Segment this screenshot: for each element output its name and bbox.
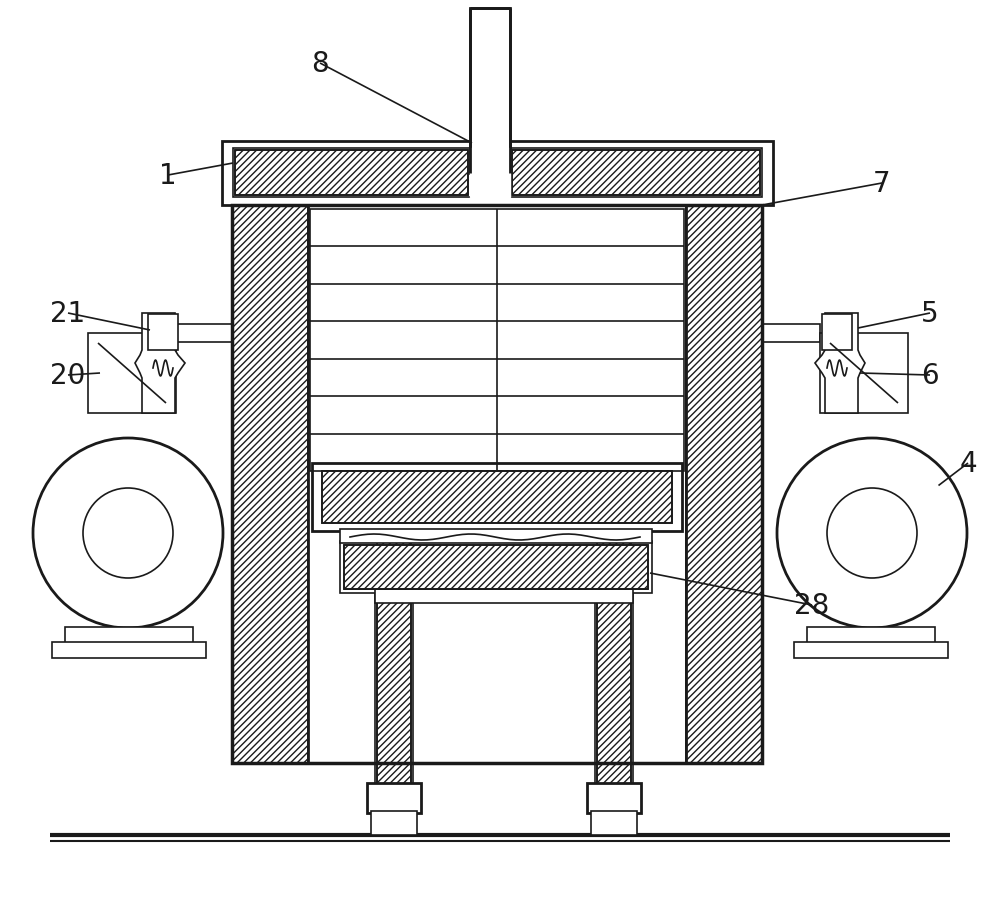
Bar xyxy=(367,783,421,813)
Bar xyxy=(148,314,178,350)
Text: 1: 1 xyxy=(159,162,177,190)
Text: 20: 20 xyxy=(50,361,86,389)
Bar xyxy=(222,142,773,206)
Bar xyxy=(371,811,417,835)
Bar xyxy=(344,545,648,590)
Text: 5: 5 xyxy=(921,300,939,328)
Bar xyxy=(88,333,176,414)
Text: 8: 8 xyxy=(311,50,329,78)
Circle shape xyxy=(83,489,173,578)
Text: 7: 7 xyxy=(873,170,891,198)
Bar xyxy=(597,534,631,833)
Bar xyxy=(512,151,760,196)
Bar xyxy=(686,206,762,763)
Bar xyxy=(232,206,762,763)
Circle shape xyxy=(33,439,223,628)
Text: 21: 21 xyxy=(50,300,86,328)
Bar xyxy=(340,542,652,593)
Bar xyxy=(470,9,510,173)
Text: 4: 4 xyxy=(959,450,977,478)
Bar xyxy=(377,534,411,833)
Bar xyxy=(344,545,648,590)
Bar xyxy=(686,206,762,763)
Bar xyxy=(587,783,641,813)
Bar xyxy=(310,209,684,471)
Bar xyxy=(233,149,762,198)
Bar xyxy=(322,471,672,524)
Bar xyxy=(375,590,633,603)
Bar xyxy=(340,529,652,544)
Polygon shape xyxy=(815,313,865,414)
Bar xyxy=(52,642,206,658)
Bar xyxy=(232,206,308,763)
Bar xyxy=(595,531,633,835)
Bar xyxy=(807,628,935,646)
Bar xyxy=(322,471,672,524)
Bar xyxy=(820,333,908,414)
Bar xyxy=(686,206,762,763)
Bar xyxy=(597,534,631,833)
Text: 28: 28 xyxy=(794,591,830,619)
Bar xyxy=(470,149,510,198)
Polygon shape xyxy=(135,313,185,414)
Bar xyxy=(377,534,411,833)
Bar xyxy=(375,531,413,835)
Bar xyxy=(762,325,820,342)
Text: 6: 6 xyxy=(921,361,939,389)
Bar xyxy=(794,642,948,658)
Bar xyxy=(591,811,637,835)
Bar xyxy=(822,314,852,350)
Bar xyxy=(312,463,682,531)
Bar xyxy=(235,151,468,196)
Bar xyxy=(65,628,193,646)
Bar xyxy=(235,151,468,196)
Bar xyxy=(232,206,308,763)
Bar xyxy=(175,325,232,342)
Circle shape xyxy=(827,489,917,578)
Circle shape xyxy=(777,439,967,628)
Bar xyxy=(232,206,308,763)
Bar xyxy=(512,151,760,196)
